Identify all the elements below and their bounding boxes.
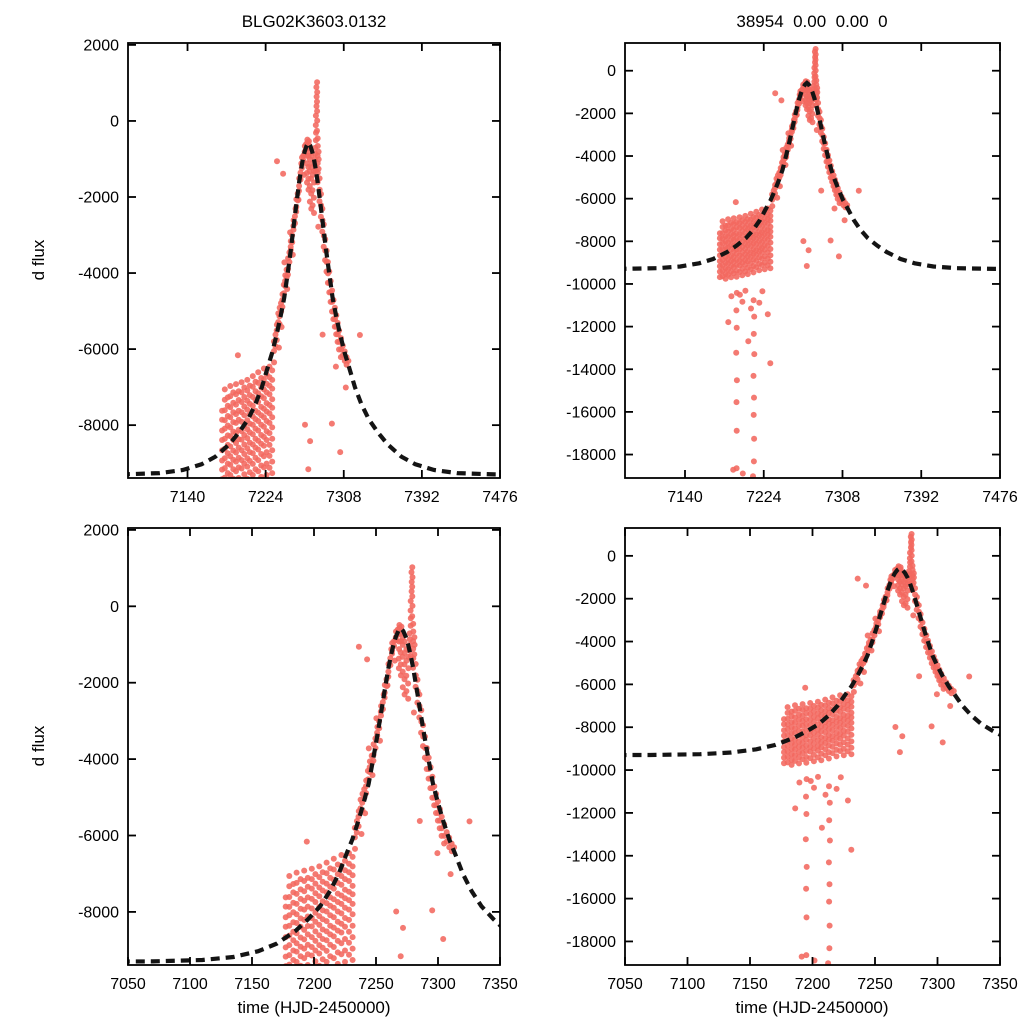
x-tick-label: 7250 [857, 976, 893, 993]
x-tick-label: 7050 [110, 976, 146, 993]
y-tick-label: -10000 [566, 763, 616, 780]
y-axis-label-bottom: d flux [29, 725, 48, 766]
x-tick-label: 7300 [920, 976, 956, 993]
x-tick-label: 7100 [670, 976, 706, 993]
y-tick-label: -2000 [78, 189, 119, 206]
y-tick-label: 2000 [83, 37, 119, 54]
x-tick-label: 7350 [982, 976, 1018, 993]
y-tick-label: -18000 [566, 934, 616, 951]
panel-top-right: 7140 7224 7308 7392 7476 0 -2000 -4000 -6000 -800… [566, 42, 1018, 506]
y-tick-label: -6000 [575, 191, 616, 208]
x-tick-label: 7350 [482, 976, 518, 993]
x-tick-label: 7224 [746, 489, 782, 506]
y-tick-label: -14000 [566, 362, 616, 379]
x-tick-label: 7300 [420, 976, 456, 993]
y-tick-label: -14000 [566, 848, 616, 865]
y-tick-label: -16000 [566, 404, 616, 421]
x-tick-label: 7392 [903, 489, 939, 506]
tick-labels: 7050 7100 7150 7200 7250 7300 7350 2000 0 -2000 -4… [78, 522, 518, 993]
x-tick-label: 7476 [982, 489, 1018, 506]
plot-area [128, 79, 500, 478]
y-tick-label: 0 [110, 599, 119, 616]
x-tick-label: 7200 [795, 976, 831, 993]
y-tick-label: -6000 [78, 828, 119, 845]
x-axis-label-bottom-left: time (HJD-2450000) [237, 998, 390, 1017]
model-curve [625, 80, 1000, 272]
axis-ticks [624, 528, 1001, 965]
y-tick-label: -12000 [566, 805, 616, 822]
x-axis-label-bottom-right: time (HJD-2450000) [735, 998, 888, 1017]
x-tick-label: 7140 [170, 489, 206, 506]
x-tick-label: 7200 [296, 976, 332, 993]
panel-title-top-left: BLG02K3603.0132 [242, 12, 387, 31]
panel-top-left: 7140 7224 7308 7392 7476 2000 0 -2000 -4000 -6000… [78, 37, 518, 506]
y-tick-label: -10000 [566, 276, 616, 293]
x-tick-label: 7150 [234, 976, 270, 993]
axis-ticks [625, 43, 1001, 478]
x-tick-label: 7224 [248, 489, 284, 506]
panel-bottom-left: 7050 7100 7150 7200 7250 7300 7350 2000 0 -2000 -4… [78, 522, 518, 993]
x-tick-label: 7150 [732, 976, 768, 993]
y-tick-label: -2000 [575, 591, 616, 608]
y-tick-label: -12000 [566, 319, 616, 336]
scatter-points [716, 46, 862, 478]
plot-border [127, 42, 501, 479]
y-tick-label: -6000 [78, 342, 119, 359]
y-tick-label: -4000 [575, 149, 616, 166]
scatter-points [781, 531, 973, 965]
y-tick-label: -2000 [78, 675, 119, 692]
model-curve [128, 138, 500, 477]
y-tick-label: -4000 [575, 634, 616, 651]
x-tick-label: 7476 [482, 489, 518, 506]
y-tick-label: -4000 [78, 266, 119, 283]
tick-labels: 7050 7100 7150 7200 7250 7300 7350 0 -2000 -4000 -… [566, 548, 1018, 993]
y-tick-label: -18000 [566, 447, 616, 464]
y-tick-label: 0 [110, 113, 119, 130]
model-curve [625, 565, 1000, 758]
y-tick-label: -16000 [566, 891, 616, 908]
y-tick-label: 0 [607, 548, 616, 565]
y-tick-label: -8000 [78, 418, 119, 435]
panel-title-top-right: 38954 0.00 0.00 0 [736, 12, 887, 31]
tick-labels: 7140 7224 7308 7392 7476 0 -2000 -4000 -6000 -800… [566, 63, 1018, 506]
x-tick-label: 7250 [358, 976, 394, 993]
x-tick-label: 7308 [825, 489, 861, 506]
y-tick-label: -2000 [575, 106, 616, 123]
y-tick-label: 0 [607, 63, 616, 80]
x-tick-label: 7050 [607, 976, 643, 993]
x-tick-label: 7308 [326, 489, 362, 506]
axis-ticks [128, 43, 501, 478]
plot-area [625, 46, 1000, 478]
y-tick-label: -8000 [575, 720, 616, 737]
y-tick-label: -8000 [78, 904, 119, 921]
panel-bottom-right: 7050 7100 7150 7200 7250 7300 7350 0 -2000 -4000 -… [566, 527, 1018, 993]
x-tick-label: 7392 [404, 489, 440, 506]
scatter-points [282, 564, 473, 965]
y-axis-label-top: d flux [29, 239, 48, 280]
y-tick-label: 2000 [83, 522, 119, 539]
tick-labels: 7140 7224 7308 7392 7476 2000 0 -2000 -4000 -6000… [78, 37, 518, 506]
axis-ticks [127, 528, 501, 965]
plot-area [625, 531, 1000, 965]
x-tick-label: 7140 [667, 489, 703, 506]
y-tick-label: -8000 [575, 234, 616, 251]
x-tick-label: 7100 [172, 976, 208, 993]
scatter-points [219, 79, 363, 478]
y-tick-label: -4000 [78, 752, 119, 769]
y-tick-label: -6000 [575, 677, 616, 694]
plot-border [624, 42, 1001, 479]
plot-area [128, 564, 500, 965]
